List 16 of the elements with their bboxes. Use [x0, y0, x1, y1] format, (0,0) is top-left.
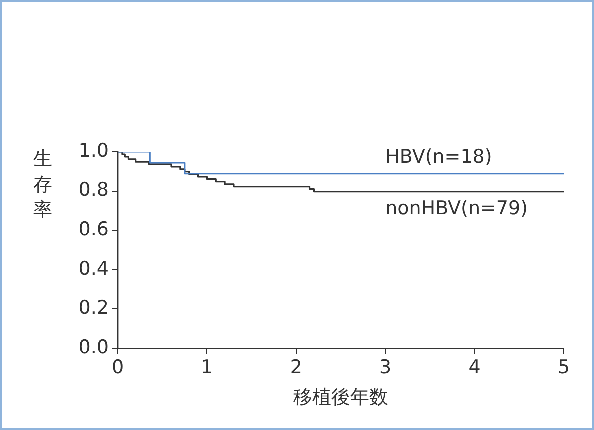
- x-tick-label: 5: [558, 356, 570, 379]
- x-tick-label: 4: [468, 356, 481, 379]
- x-tick-label: 0: [112, 356, 124, 379]
- x-tick-label: 2: [290, 356, 302, 379]
- y-tick-label: 0.0: [78, 336, 109, 358]
- x-axis-title: 移植後年数: [294, 386, 388, 409]
- x-tick-label: 1: [201, 356, 214, 379]
- y-tick-label: 1.0: [78, 140, 109, 162]
- y-tick-label: 0.6: [78, 218, 109, 240]
- y-tick-label: 0.8: [78, 179, 109, 202]
- y-tick-label: 0.4: [78, 258, 109, 280]
- y-axis-title: 生存率: [32, 147, 54, 224]
- series-label: nonHBV(n=79): [386, 197, 528, 220]
- y-tick-label: 0.2: [78, 297, 109, 320]
- series-label: HBV(n=18): [386, 146, 492, 168]
- x-tick-label: 3: [380, 356, 392, 379]
